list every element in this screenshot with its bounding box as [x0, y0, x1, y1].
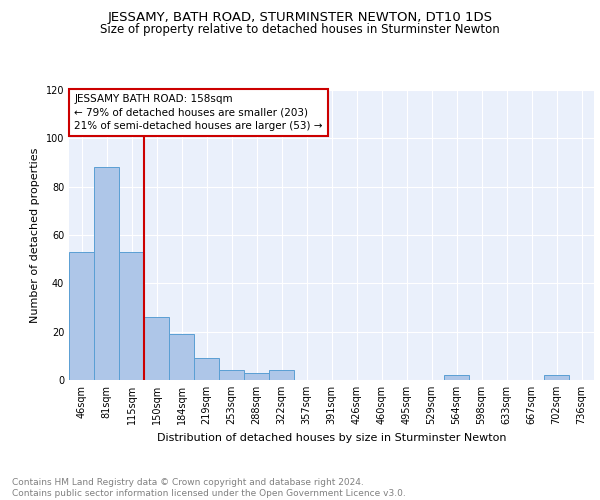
Bar [94, 168, 119, 380]
Text: Size of property relative to detached houses in Sturminster Newton: Size of property relative to detached ho… [100, 22, 500, 36]
Bar [544, 375, 569, 380]
Bar [144, 317, 169, 380]
Bar [219, 370, 244, 380]
Bar [269, 370, 294, 380]
Bar [444, 375, 469, 380]
Text: JESSAMY BATH ROAD: 158sqm
← 79% of detached houses are smaller (203)
21% of semi: JESSAMY BATH ROAD: 158sqm ← 79% of detac… [74, 94, 323, 130]
Y-axis label: Number of detached properties: Number of detached properties [30, 148, 40, 322]
Text: JESSAMY, BATH ROAD, STURMINSTER NEWTON, DT10 1DS: JESSAMY, BATH ROAD, STURMINSTER NEWTON, … [107, 11, 493, 24]
X-axis label: Distribution of detached houses by size in Sturminster Newton: Distribution of detached houses by size … [157, 432, 506, 442]
Bar [119, 252, 144, 380]
Bar [244, 373, 269, 380]
Bar [194, 358, 219, 380]
Bar [69, 252, 94, 380]
Text: Contains HM Land Registry data © Crown copyright and database right 2024.
Contai: Contains HM Land Registry data © Crown c… [12, 478, 406, 498]
Bar [169, 334, 194, 380]
